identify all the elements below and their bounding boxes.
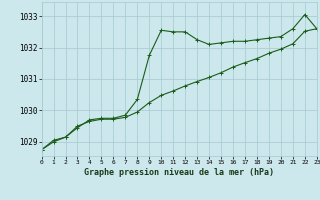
- X-axis label: Graphe pression niveau de la mer (hPa): Graphe pression niveau de la mer (hPa): [84, 168, 274, 177]
